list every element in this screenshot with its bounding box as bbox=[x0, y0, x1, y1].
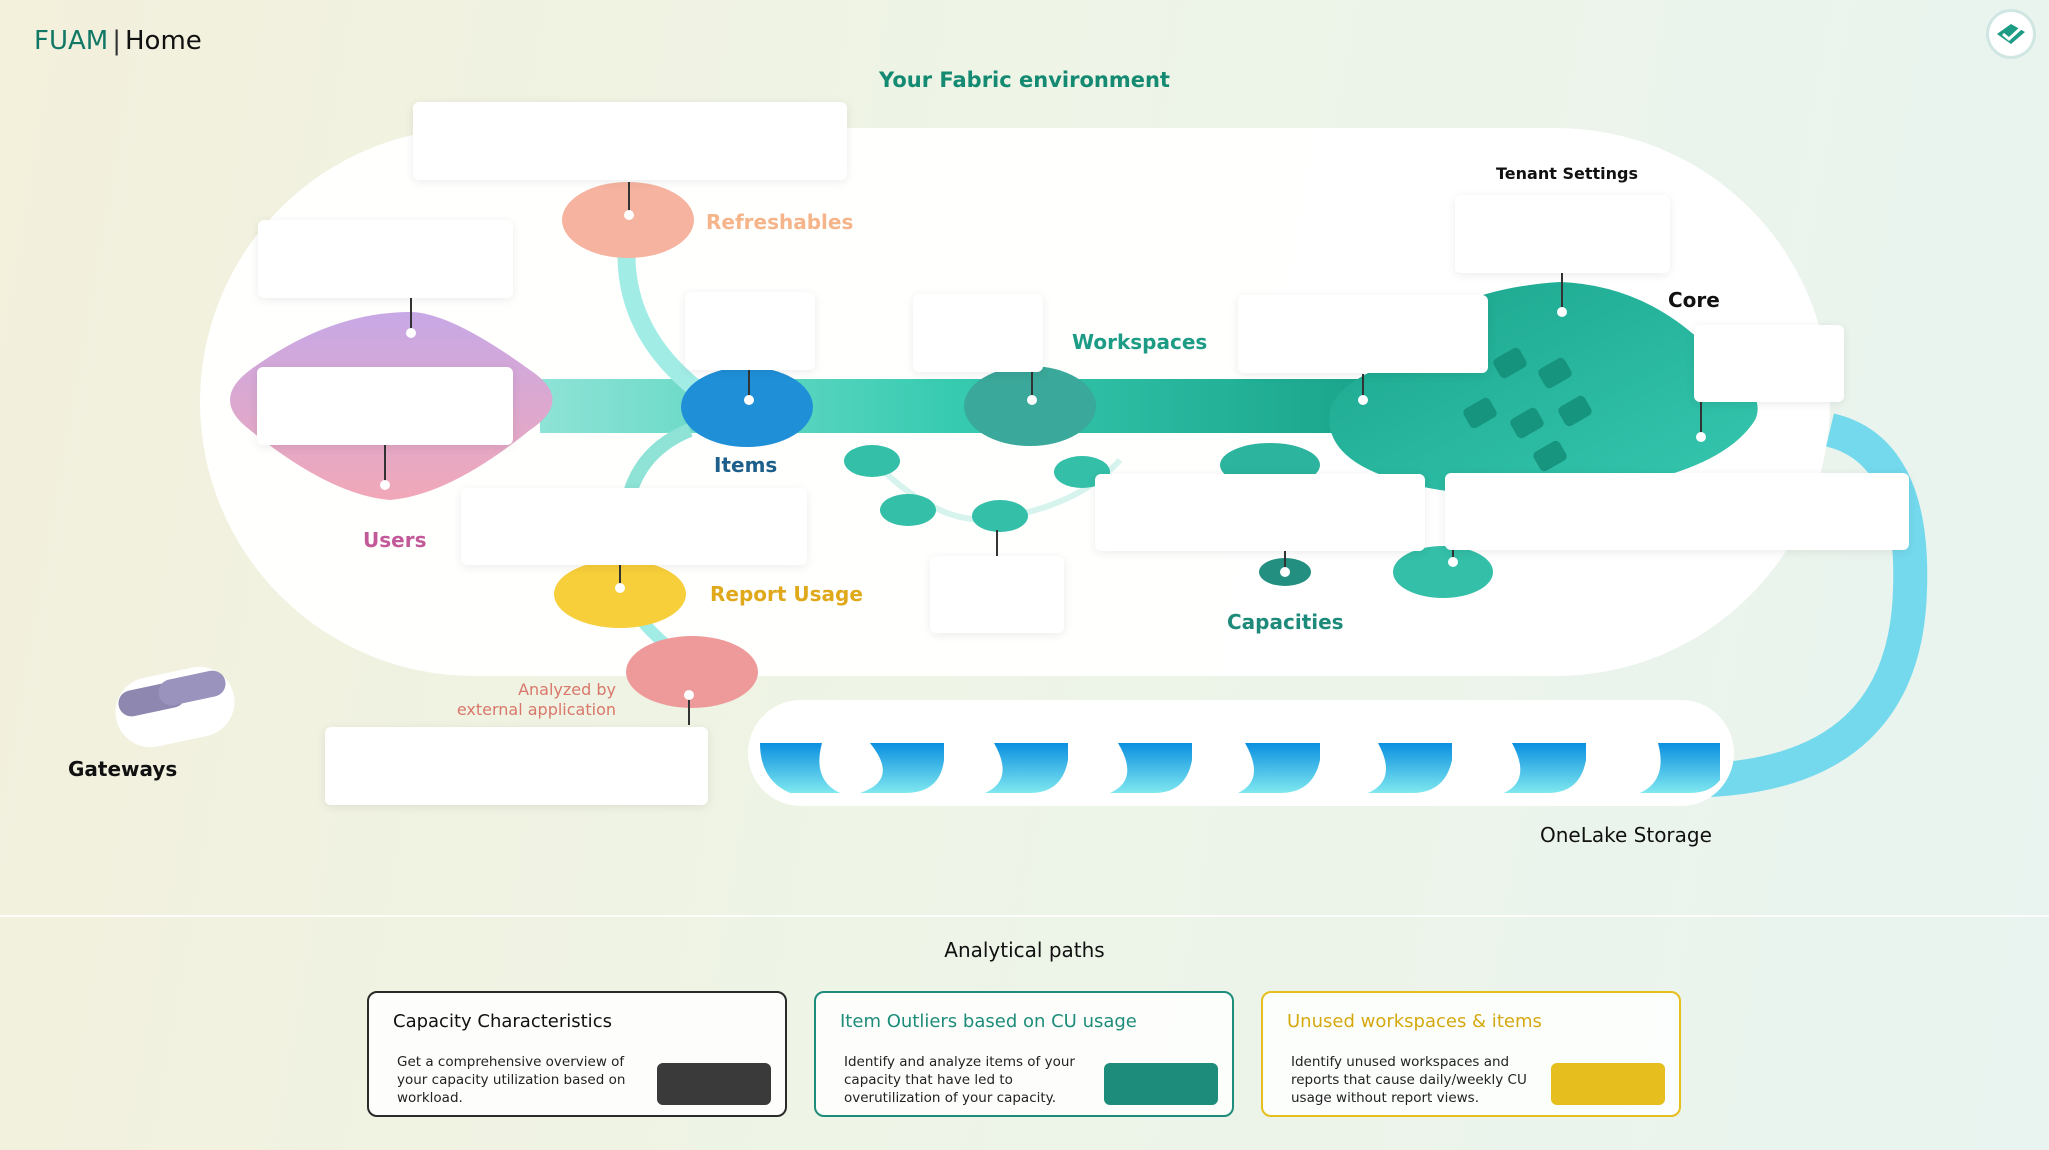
capacities-label: Capacities bbox=[1227, 610, 1344, 634]
tenant-settings-card[interactable] bbox=[1455, 195, 1670, 273]
capacity-card[interactable] bbox=[1238, 295, 1488, 373]
capacities-shape-large bbox=[1393, 546, 1493, 598]
items-label: Items bbox=[714, 453, 778, 477]
analyzed-card[interactable] bbox=[325, 727, 708, 805]
refreshables-shape bbox=[562, 182, 694, 258]
environment-diagram bbox=[115, 182, 1928, 806]
core-card[interactable] bbox=[1694, 325, 1844, 402]
path-card-description: Get a comprehensive overview of your cap… bbox=[397, 1054, 626, 1106]
path-card-description: Identify and analyze items of your capac… bbox=[844, 1054, 1075, 1106]
path-card-title: Capacity Characteristics bbox=[393, 1011, 612, 1032]
open-capacity-characteristics-button[interactable] bbox=[657, 1063, 771, 1105]
items-card[interactable] bbox=[685, 292, 815, 370]
main-data-band bbox=[540, 379, 1360, 433]
page-title: Home bbox=[124, 26, 202, 56]
onelake-waves bbox=[760, 743, 1720, 793]
open-item-outliers-button[interactable] bbox=[1104, 1063, 1218, 1105]
workspace-blob bbox=[880, 494, 936, 526]
path-card-title: Unused workspaces & items bbox=[1287, 1011, 1542, 1032]
workspace-detail-card[interactable] bbox=[930, 556, 1064, 633]
analyzed-label: Analyzed by external application bbox=[430, 680, 616, 720]
workspaces-shape bbox=[964, 366, 1096, 446]
capacities-card[interactable] bbox=[1095, 474, 1425, 551]
workspaces-label: Workspaces bbox=[1072, 330, 1208, 354]
refresh-connector bbox=[617, 239, 706, 400]
path-card-unused-workspaces[interactable]: Unused workspaces & items Identify unuse… bbox=[1261, 991, 1681, 1117]
users-card-top[interactable] bbox=[258, 220, 513, 298]
workspaces-card[interactable] bbox=[913, 294, 1043, 372]
section-divider bbox=[0, 915, 2049, 917]
report-usage-label: Report Usage bbox=[710, 582, 863, 606]
core-label: Core bbox=[1668, 288, 1720, 312]
path-card-description: Identify unused workspaces and reports t… bbox=[1291, 1054, 1527, 1106]
onelake-connector bbox=[1709, 413, 1928, 797]
items-shape bbox=[681, 367, 813, 447]
path-card-title: Item Outliers based on CU usage bbox=[840, 1011, 1137, 1032]
analyzed-label-line2: external application bbox=[456, 700, 616, 719]
capacities-card-wide[interactable] bbox=[1445, 473, 1909, 550]
analytical-paths-title: Analytical paths bbox=[944, 938, 1105, 962]
gateways-label: Gateways bbox=[68, 757, 178, 781]
environment-title: Your Fabric environment bbox=[879, 68, 1170, 92]
path-card-capacity-characteristics[interactable]: Capacity Characteristics Get a comprehen… bbox=[367, 991, 787, 1117]
gateways-shape bbox=[115, 666, 235, 748]
path-card-item-outliers[interactable]: Item Outliers based on CU usage Identify… bbox=[814, 991, 1234, 1117]
brand-label: FUAM bbox=[34, 26, 109, 56]
report-usage-card[interactable] bbox=[461, 488, 807, 565]
fabric-logo-icon[interactable] bbox=[1989, 12, 2033, 56]
users-label: Users bbox=[363, 528, 427, 552]
analyzed-shape bbox=[626, 636, 758, 708]
open-unused-workspaces-button[interactable] bbox=[1551, 1063, 1665, 1105]
onelake-label: OneLake Storage bbox=[1540, 823, 1712, 847]
workspace-blob bbox=[972, 500, 1028, 532]
refreshables-card[interactable] bbox=[413, 102, 847, 180]
app-title: FUAM | Home bbox=[34, 26, 202, 56]
refreshables-label: Refreshables bbox=[706, 210, 854, 234]
core-grid bbox=[1463, 347, 1592, 472]
tenant-settings-label: Tenant Settings bbox=[1496, 164, 1638, 183]
analyzed-label-line1: Analyzed by bbox=[518, 680, 616, 699]
onelake-storage-tray bbox=[748, 700, 1734, 806]
workspace-blob bbox=[844, 445, 900, 477]
pin-dots bbox=[380, 210, 1706, 700]
title-separator: | bbox=[112, 26, 121, 56]
users-card[interactable] bbox=[257, 367, 513, 445]
report-usage-shape bbox=[554, 560, 686, 628]
